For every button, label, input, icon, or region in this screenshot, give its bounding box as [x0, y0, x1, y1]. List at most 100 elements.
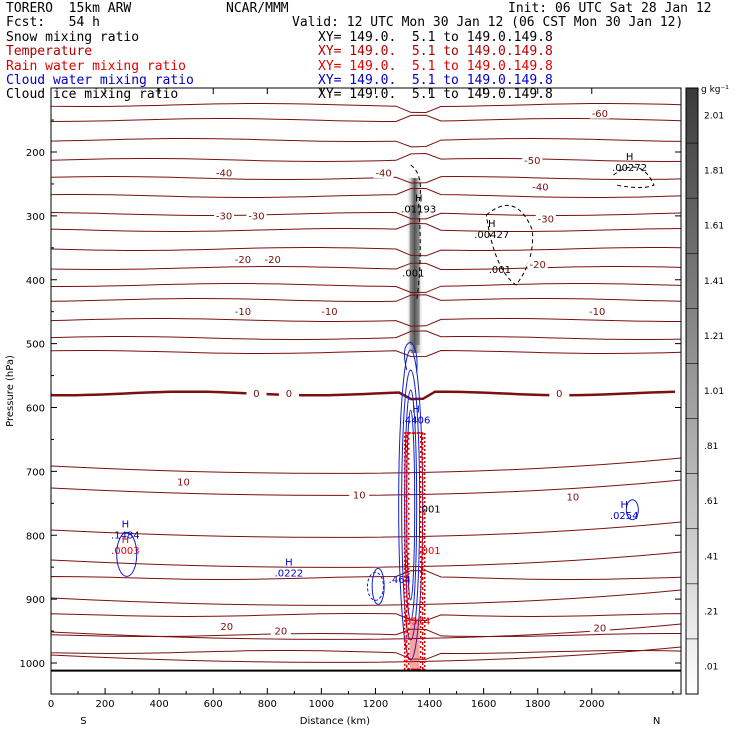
isotherm-line: [51, 613, 681, 622]
extremum-value: .4406: [402, 415, 431, 426]
isotherm-line: [51, 137, 681, 148]
isotherm-line: [51, 283, 681, 294]
forecast-hour: Fcst: 54 h: [6, 15, 100, 30]
x-tick-label: 1000: [309, 699, 334, 710]
field-xy-snow: XY= 149.0. 5.1 to 149.0.149.8: [318, 30, 553, 45]
isotherm-line: [51, 175, 681, 184]
temperature-label-bg: [278, 387, 299, 399]
temperature-label-bg: [246, 387, 267, 399]
colorbar-label: .81: [704, 442, 718, 452]
isotherm-line: [51, 551, 681, 568]
isotherm-line: [51, 628, 681, 637]
extremum-mark: H: [122, 535, 130, 546]
colorbar-ramp: [685, 87, 699, 695]
colorbar-label: .61: [704, 497, 718, 507]
plot-content: -60 -50 -40 -40 -40 -30 -30 -30 -20 -20 -20 -10 -10 -…: [51, 103, 681, 672]
extremum-value: .0254: [610, 511, 639, 522]
temperature-label: 20: [220, 622, 233, 633]
isotherm-line: [51, 294, 681, 302]
extremum-mark: H: [285, 558, 293, 569]
north-label: N: [653, 716, 660, 727]
y-tick-label: 300: [26, 212, 45, 223]
isotherm-line: [51, 222, 681, 232]
extremum-mark: H: [122, 519, 130, 530]
x-tick-label: 2000: [579, 699, 604, 710]
valid-time: Valid: 12 UTC Mon 30 Jan 12 (06 CST Mon …: [292, 15, 684, 30]
field-xy-cloud-ice: XY= 149.0. 5.1 to 149.0.149.8: [318, 87, 553, 102]
snow-core: [409, 205, 420, 345]
field-name-temperature: Temperature: [6, 44, 93, 59]
y-tick-label: 500: [26, 340, 45, 351]
south-label: S: [80, 716, 86, 727]
rain-water-contour: [407, 432, 422, 671]
isotherm-line: [51, 349, 681, 358]
init-time: Init: 06 UTC Sat 28 Jan 12: [508, 1, 712, 16]
temperature-label-bg: [232, 305, 253, 317]
colorbar-unit: g kg⁻¹: [701, 85, 729, 95]
isotherm-line: [51, 570, 681, 580]
temperature-label: -30: [538, 215, 554, 226]
cloud-water-contour: [406, 409, 416, 601]
extremum-value: .001: [489, 265, 511, 276]
temperature-label-bg: [262, 253, 283, 265]
isotherm-line: [51, 479, 681, 496]
field-name-cloud-ice: Cloud ice mixing ratio: [6, 87, 179, 102]
extremum-value: .1484: [111, 530, 140, 541]
extremum-value: .001: [402, 268, 424, 279]
isotherm-line: [51, 646, 681, 663]
x-tick-label: 400: [150, 699, 169, 710]
isotherm-line: [51, 103, 681, 114]
model-title: TORERO 15km ARW: [6, 1, 132, 16]
temperature-label: -30: [216, 211, 232, 222]
temperature-label-bg: [549, 387, 570, 399]
temperature-label-bg: [562, 490, 583, 502]
isotherm-line: [51, 318, 681, 327]
center-title: NCAR/MMM: [226, 1, 289, 16]
extremum-mark: H: [412, 404, 420, 415]
colorbar-label: 1.81: [704, 167, 724, 177]
field-xy-temperature: XY= 149.0. 5.1 to 149.0.149.8: [318, 44, 553, 59]
temperature-label: -40: [216, 169, 232, 180]
cloud-water-contour: [366, 571, 384, 601]
temperature-label: -10: [235, 307, 251, 318]
plot-area: -60 -50 -40 -40 -40 -30 -30 -30 -20 -20 -20 -10 -10 -…: [5, 87, 682, 727]
temperature-label: -10: [589, 307, 605, 318]
isotherm-line: [51, 247, 681, 257]
colorbar-label: 1.01: [704, 387, 724, 397]
temperature-label-bg: [587, 305, 608, 317]
colorbar-label: 1.41: [704, 277, 724, 287]
isotherm-line: [51, 457, 681, 474]
colorbar: .01 .21 .41 .61 .81 1.01 1.21 1.41 1.61 1.81 2.01 g…: [685, 85, 729, 695]
temperature-label: -30: [248, 211, 264, 222]
colorbar-label: 1.61: [704, 222, 724, 232]
temperature-label: -20: [235, 255, 251, 266]
extremum-mark: H: [488, 219, 496, 230]
extremum-mark: H: [620, 500, 628, 511]
temperature-label: 0: [253, 389, 259, 400]
x-tick-label: 1400: [417, 699, 442, 710]
temperature-label: -40: [532, 183, 548, 194]
extremum-value: .00427: [474, 230, 509, 241]
isotherm-line: [51, 650, 681, 660]
y-tick-label: 1000: [20, 659, 45, 670]
extremum-mark: H: [626, 152, 634, 163]
cloud-ice-contour: [485, 205, 534, 286]
x-tick-label: 1600: [471, 699, 496, 710]
temperature-label-bg: [373, 167, 394, 179]
temperature-label: 10: [353, 491, 366, 502]
temperature-label-bg: [589, 621, 610, 633]
temperature-label-bg: [173, 476, 194, 488]
x-tick-label: 0: [48, 699, 54, 710]
y-tick-label: 700: [26, 467, 45, 478]
y-axis-label: Pressure (hPa): [5, 355, 16, 427]
cloud-water-contour: [116, 531, 138, 577]
temperature-label-bg: [522, 154, 543, 166]
temperature-label: -50: [524, 156, 540, 167]
cloud-ice-contour: [613, 166, 655, 188]
temperature-label: -20: [530, 260, 546, 271]
extremum-value: .00272: [612, 163, 647, 174]
temperature-label-bg: [589, 107, 610, 119]
extremum-mark: H: [415, 193, 423, 204]
field-name-rain: Rain water mixing ratio: [6, 59, 187, 74]
